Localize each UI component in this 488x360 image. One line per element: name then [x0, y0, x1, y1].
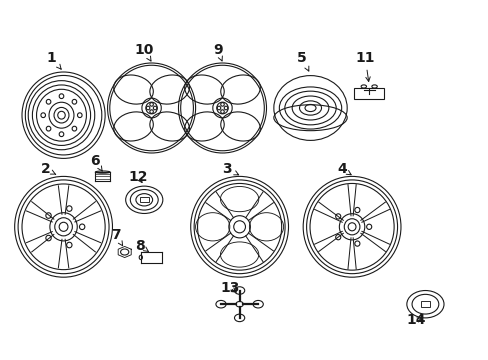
Text: 14: 14 — [406, 314, 426, 327]
Text: 10: 10 — [134, 44, 154, 61]
Text: 13: 13 — [220, 281, 239, 295]
Text: 6: 6 — [90, 154, 102, 171]
Text: 1: 1 — [46, 51, 61, 69]
Text: 9: 9 — [212, 44, 222, 61]
Text: 11: 11 — [355, 51, 374, 81]
Text: 5: 5 — [297, 51, 308, 71]
Text: 8: 8 — [135, 239, 148, 253]
Text: 12: 12 — [128, 170, 148, 184]
Text: 2: 2 — [41, 162, 56, 176]
Text: 3: 3 — [222, 162, 238, 176]
Text: 4: 4 — [337, 162, 350, 176]
Text: 7: 7 — [111, 229, 122, 246]
